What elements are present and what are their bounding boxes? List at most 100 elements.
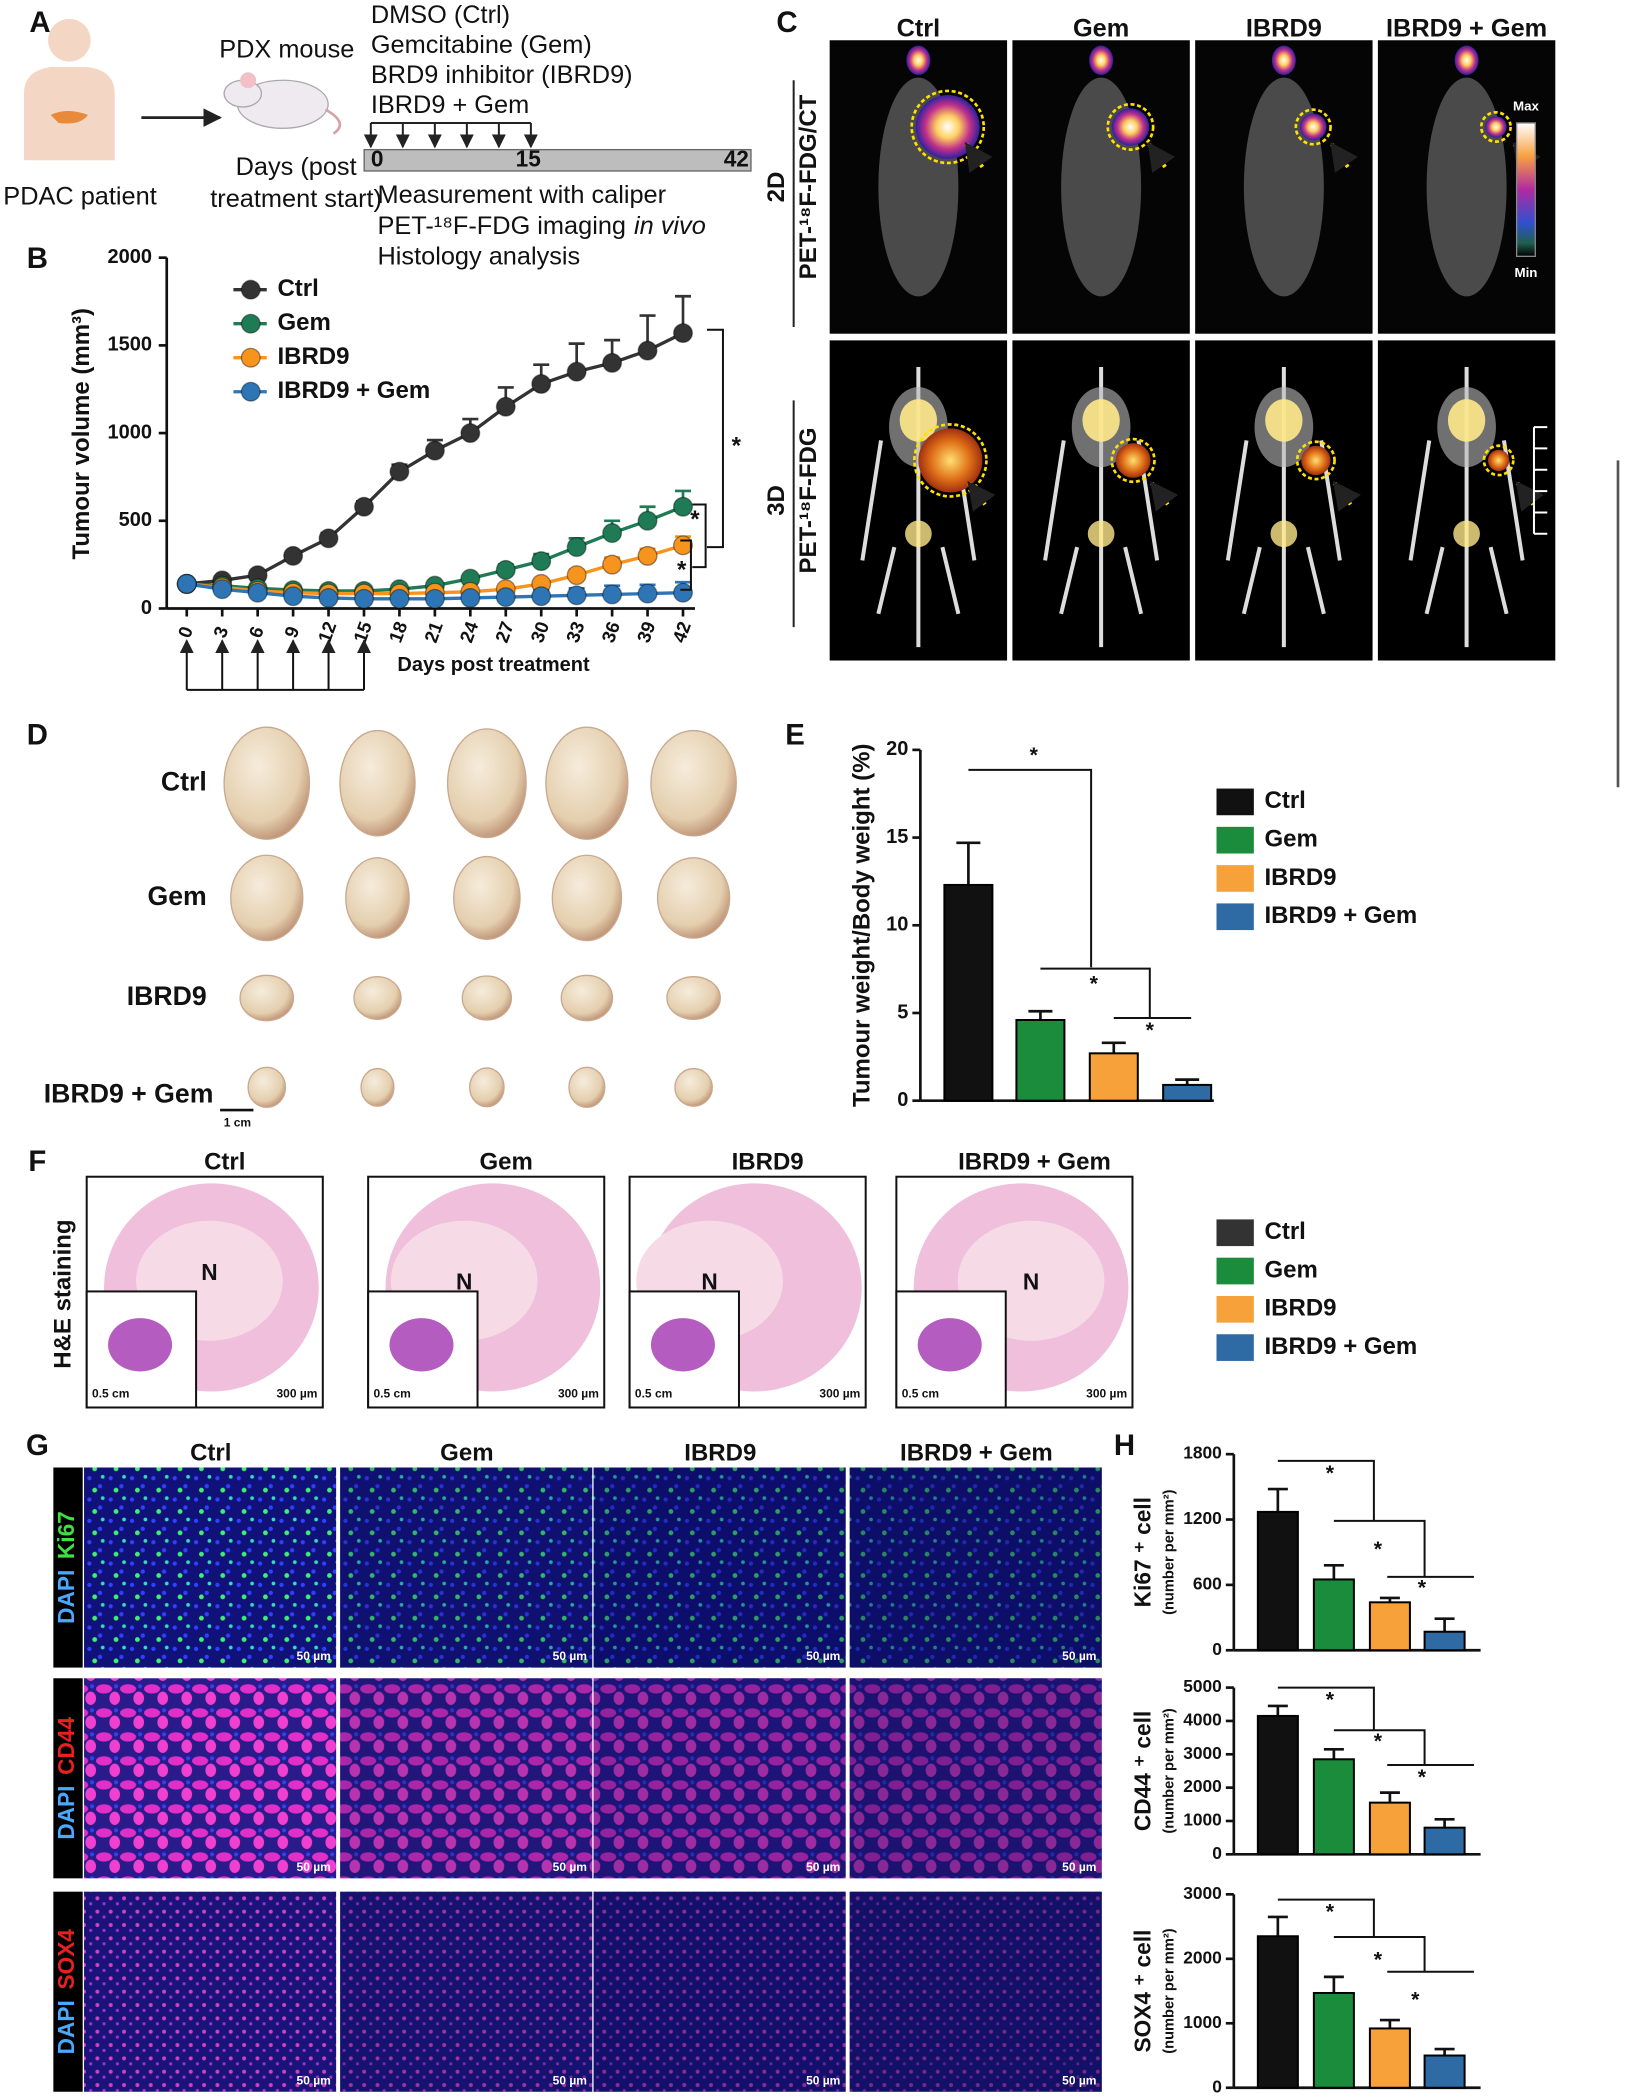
pointer xyxy=(1330,142,1358,173)
scale-label: 0.5 cm xyxy=(902,1386,939,1400)
uptake xyxy=(1270,520,1298,548)
row-label: PET-¹⁸F-FDG/CT xyxy=(795,94,822,279)
y-axis-label: SOX4 ⁺ cell xyxy=(1129,1930,1155,2053)
mouse-head xyxy=(1271,45,1296,75)
y-axis-label: (number per mm²) xyxy=(1162,1708,1178,1834)
bar xyxy=(1368,1801,1411,1856)
marker xyxy=(424,440,445,461)
tumour-outline xyxy=(1479,110,1512,143)
bar xyxy=(1423,1826,1466,1856)
if-image xyxy=(84,1678,337,1879)
color-bar xyxy=(1515,122,1536,258)
scale-label: 50 µm xyxy=(806,2073,840,2087)
error-bar xyxy=(1267,1915,1288,1937)
x-tick-label: 30 xyxy=(526,619,553,646)
y-tick-label: 3000 xyxy=(1183,1743,1222,1763)
stain-name: DAPI xyxy=(53,1786,79,1840)
legend-swatch xyxy=(1216,826,1254,854)
marker xyxy=(566,585,587,606)
timeline-bar xyxy=(363,148,752,172)
marker xyxy=(602,523,623,544)
scale-label: 300 µm xyxy=(558,1386,599,1400)
tumour-photo xyxy=(674,1067,713,1107)
y-axis-label: Tumour volume (mm³) xyxy=(68,308,95,560)
significance-label: * xyxy=(1418,1576,1427,1600)
mouse-head xyxy=(1089,45,1114,75)
necrosis-label: N xyxy=(456,1268,472,1294)
scale-label: 0.5 cm xyxy=(92,1386,129,1400)
scale-ticks xyxy=(1532,426,1548,535)
label-strip xyxy=(53,1678,83,1879)
column-header: IBRD9 xyxy=(732,1149,804,1176)
marker xyxy=(318,528,339,549)
y-tick-label: 3000 xyxy=(1183,1883,1222,1903)
tumour-signal xyxy=(1299,113,1327,141)
bar xyxy=(943,883,994,1102)
skeleton-part xyxy=(1043,367,1160,648)
marker xyxy=(672,535,694,556)
column-header: Ctrl xyxy=(190,1440,231,1467)
mouse-figure xyxy=(223,72,342,135)
bar xyxy=(1312,1758,1355,1856)
significance-label: * xyxy=(1418,1765,1427,1789)
legend-swatch xyxy=(1216,903,1254,931)
color-bar-label: Max xyxy=(1513,98,1540,113)
tumour-photo xyxy=(666,975,721,1020)
scale-label: 0.5 cm xyxy=(635,1386,672,1400)
marker xyxy=(389,461,410,482)
marker xyxy=(531,586,552,607)
mouse-body xyxy=(1243,77,1324,297)
pointer xyxy=(1515,480,1544,512)
significance-label: * xyxy=(1411,1988,1420,2012)
row-label: IBRD9 + Gem xyxy=(44,1078,214,1108)
assay-text: in vivo xyxy=(634,212,706,240)
panel-letter: E xyxy=(785,718,805,751)
scale-label: 50 µm xyxy=(553,1860,587,1874)
y-tick-label: 0 xyxy=(1212,1639,1222,1659)
tumour-signal xyxy=(918,428,983,493)
x-tick-label: 6 xyxy=(245,623,268,640)
legend-swatch xyxy=(1216,1334,1254,1361)
group-label: IBRD9 + Gem xyxy=(371,91,529,119)
tumour-signal xyxy=(915,94,980,159)
legend-label: IBRD9 xyxy=(1265,1295,1337,1322)
scale-label: 50 µm xyxy=(297,1860,331,1874)
skeleton xyxy=(860,367,977,648)
y-tick-label: 500 xyxy=(119,509,152,531)
assay-label: Histology analysis xyxy=(377,242,580,270)
marker xyxy=(424,588,445,609)
row-label: Gem xyxy=(147,881,206,911)
scale-label: 50 µm xyxy=(1062,1649,1096,1663)
if-image xyxy=(84,1467,337,1668)
y-tick-label: 2000 xyxy=(1183,1776,1222,1796)
tumour-photo xyxy=(545,726,629,840)
if-shade xyxy=(340,1678,593,1879)
legend-marker xyxy=(240,313,261,334)
legend-swatch xyxy=(1216,865,1254,892)
skeleton-part xyxy=(860,367,977,648)
y-tick-label: 1000 xyxy=(1183,1810,1222,1830)
legend-marker xyxy=(240,347,261,368)
tumour-photo xyxy=(650,729,737,837)
scale-label: 50 µm xyxy=(553,2073,587,2087)
panel-letter: H xyxy=(1114,1429,1135,1462)
tumour-photo xyxy=(223,726,311,840)
marker xyxy=(566,361,587,382)
patient-figure xyxy=(24,18,115,161)
y-axis-label: (number per mm²) xyxy=(1162,1489,1178,1615)
x-tick-label: 36 xyxy=(597,619,624,646)
panel-letter: F xyxy=(28,1145,46,1178)
y-tick-label: 0 xyxy=(1212,2076,1222,2096)
marker xyxy=(212,579,233,600)
significance-label: * xyxy=(1374,1537,1383,1561)
if-shade xyxy=(340,1467,593,1668)
if-image xyxy=(340,1467,593,1668)
x-tick-label: 15 xyxy=(349,619,376,646)
y-tick-label: 5000 xyxy=(1183,1676,1222,1696)
legend-label: Ctrl xyxy=(1265,787,1306,814)
y-tick-label: 20 xyxy=(886,738,908,760)
marker xyxy=(495,559,516,580)
column-header: IBRD9 xyxy=(1246,14,1322,42)
x-axis-label: Days post treatment xyxy=(397,654,590,676)
